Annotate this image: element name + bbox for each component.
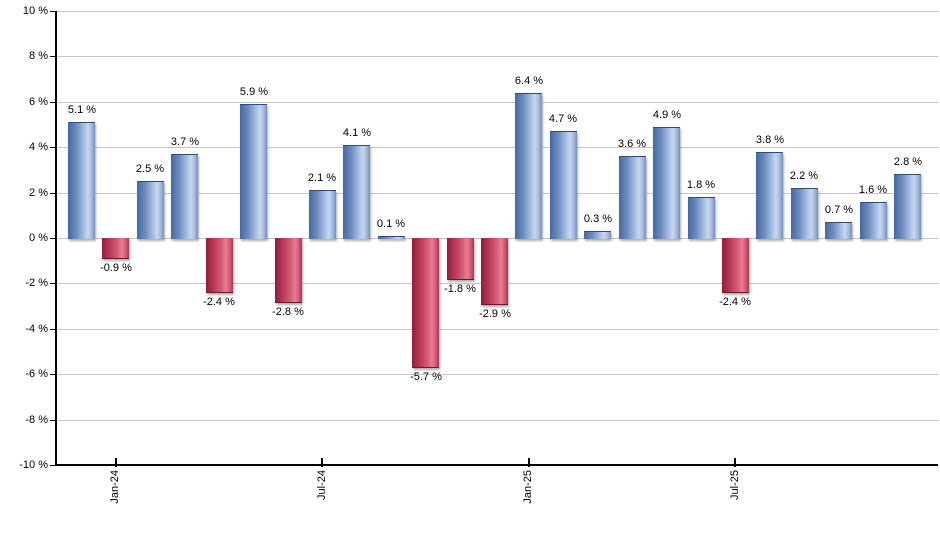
bar-value-label-Dec-23: 5.1 %	[67, 104, 97, 116]
bar-value-label-May-24: 5.9 %	[239, 86, 269, 98]
bar-Jul-25	[722, 238, 749, 293]
bar-Jul-24	[309, 190, 336, 239]
y-axis-tick	[50, 56, 56, 57]
bar-value-label-Aug-25: 3.8 %	[755, 134, 785, 146]
bar-Jan-25	[515, 93, 542, 239]
y-axis-tick	[50, 11, 56, 12]
gridline-4	[56, 147, 938, 148]
bar-value-label-Jan-25: 6.4 %	[514, 75, 544, 87]
bar-value-label-Sep-24: 0.1 %	[376, 218, 406, 230]
y-axis-tick-label: -10 %	[19, 459, 48, 471]
x-axis-tick-label-Jul-25: Jul-25	[729, 470, 741, 500]
bar-value-label-Apr-24: -2.4 %	[203, 296, 235, 308]
bar-value-label-Jul-24: 2.1 %	[307, 172, 337, 184]
y-axis-tick	[50, 102, 56, 103]
bar-value-label-Jun-25: 1.8 %	[686, 179, 716, 191]
y-axis-tick-label: 0 %	[29, 232, 48, 244]
bar-value-label-Nov-25: 1.6 %	[858, 184, 888, 196]
y-axis-tick	[50, 283, 56, 284]
bar-value-label-Mar-25: 0.3 %	[583, 213, 613, 225]
y-axis-tick-label: -4 %	[25, 323, 48, 335]
bar-value-label-Feb-25: 4.7 %	[548, 113, 578, 125]
bar-Feb-24	[137, 181, 164, 239]
y-axis-tick-label: 4 %	[29, 141, 48, 153]
bar-Jun-24	[275, 238, 302, 303]
y-axis-tick	[50, 329, 56, 330]
bar-Feb-25	[550, 131, 577, 239]
bar-value-label-Jun-24: -2.8 %	[272, 306, 304, 318]
bar-value-label-Mar-24: 3.7 %	[170, 136, 200, 148]
bar-value-label-Sep-25: 2.2 %	[789, 170, 819, 182]
bar-Aug-25	[756, 152, 783, 239]
bar-value-label-Nov-24: -1.8 %	[444, 283, 476, 295]
y-axis-tick	[50, 147, 56, 148]
y-axis-tick-label: 2 %	[29, 187, 48, 199]
y-axis-tick-label: 6 %	[29, 96, 48, 108]
bar-Dec-24	[481, 238, 508, 305]
gridline--6	[56, 374, 938, 375]
bar-value-label-Jul-25: -2.4 %	[719, 296, 751, 308]
y-axis-tick-label: -6 %	[25, 368, 48, 380]
x-axis-tick-label-Jul-24: Jul-24	[316, 470, 328, 500]
gridline-6	[56, 102, 938, 103]
bar-Aug-24	[343, 145, 370, 239]
y-axis-tick	[50, 238, 56, 239]
y-axis-tick-label: 10 %	[22, 5, 48, 17]
bar-Mar-25	[584, 231, 611, 239]
bar-Oct-24	[412, 238, 439, 368]
bar-value-label-Aug-24: 4.1 %	[342, 127, 372, 139]
y-axis-tick	[50, 420, 56, 421]
y-axis-tick	[50, 465, 56, 466]
x-axis-tick-Jan-24	[115, 458, 117, 467]
bar-Apr-24	[206, 238, 233, 293]
bar-Nov-24	[447, 238, 474, 280]
bar-May-25	[653, 127, 680, 239]
x-axis-tick-Jul-24	[321, 458, 323, 467]
bar-value-label-May-25: 4.9 %	[652, 109, 682, 121]
bar-Jan-24	[102, 238, 129, 259]
gridline--4	[56, 329, 938, 330]
bar-Apr-25	[619, 156, 646, 239]
bar-Mar-24	[171, 154, 198, 239]
bar-value-label-Oct-25: 0.7 %	[824, 204, 854, 216]
bar-value-label-Dec-24: -2.9 %	[479, 308, 511, 320]
bar-Nov-25	[860, 202, 887, 239]
y-axis-tick-label: 8 %	[29, 50, 48, 62]
bar-Sep-25	[791, 188, 818, 239]
bar-value-label-Jan-24: -0.9 %	[100, 262, 132, 274]
gridline-2	[56, 193, 938, 194]
bar-value-label-Feb-24: 2.5 %	[135, 163, 165, 175]
y-axis-line	[55, 11, 57, 466]
x-axis-tick-Jan-25	[528, 458, 530, 467]
bar-May-24	[240, 104, 267, 239]
bar-Oct-25	[825, 222, 852, 239]
x-axis-tick-label-Jan-24: Jan-24	[109, 470, 121, 504]
y-axis-tick-label: -2 %	[25, 277, 48, 289]
x-axis-tick-label-Jan-25: Jan-25	[522, 470, 534, 504]
gridline-8	[56, 56, 938, 57]
bar-Jun-25	[688, 197, 715, 239]
x-axis-tick-Jul-25	[734, 458, 736, 467]
x-axis-line	[55, 464, 938, 466]
gridline--8	[56, 420, 938, 421]
y-axis-tick	[50, 193, 56, 194]
y-axis-tick-label: -8 %	[25, 414, 48, 426]
bar-value-label-Dec-25: 2.8 %	[893, 156, 923, 168]
bar-Sep-24	[378, 236, 405, 239]
gridline-10	[56, 11, 938, 12]
bar-value-label-Oct-24: -5.7 %	[410, 371, 442, 383]
bar-Dec-23	[68, 122, 95, 239]
y-axis-tick	[50, 374, 56, 375]
bar-Dec-25	[894, 174, 921, 239]
bar-value-label-Apr-25: 3.6 %	[617, 138, 647, 150]
